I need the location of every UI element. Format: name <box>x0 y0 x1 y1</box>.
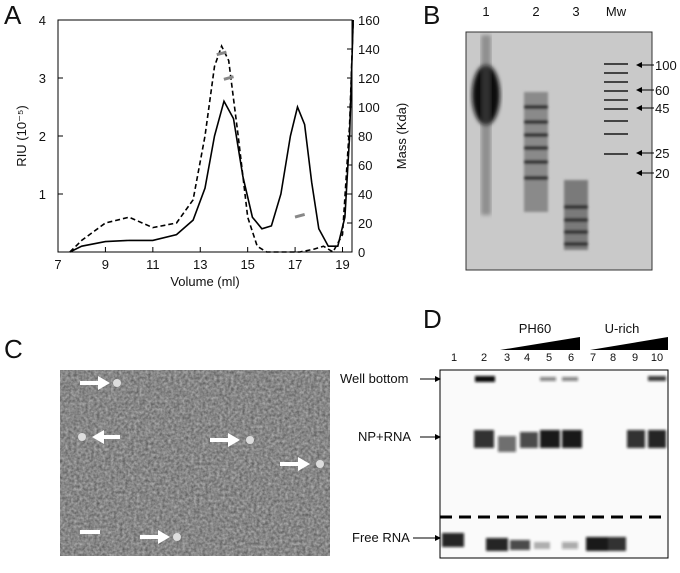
y2-tick-label: 40 <box>358 187 372 202</box>
gel <box>439 369 669 559</box>
x-tick-label: 11 <box>146 257 160 272</box>
row-label: Free RNA <box>352 530 410 545</box>
micrograph <box>60 370 330 556</box>
panel-label: B <box>423 0 440 30</box>
arrowheads <box>636 62 642 176</box>
marker-label: 100 <box>655 58 677 73</box>
mass-marker <box>216 50 227 57</box>
lane-label: 8 <box>610 352 616 364</box>
row-label: Well bottom <box>340 371 408 386</box>
gel-d: PH60 U-rich 1 2 3 4 5 6 7 8 9 10 Well bottom NP+R… <box>340 321 669 559</box>
lane-label: 1 <box>482 4 489 19</box>
arrows <box>80 376 310 544</box>
row-arrows <box>413 378 436 539</box>
smear <box>481 35 491 215</box>
y2-tick-label: 100 <box>358 100 380 115</box>
y-axis-label: RIU (10⁻⁵) <box>14 105 29 166</box>
plot-frame <box>57 19 353 253</box>
panel-label: A <box>4 0 22 30</box>
x-axis-label: Volume (ml) <box>170 274 239 289</box>
ladder-lane3 <box>564 180 588 250</box>
marker-label: 20 <box>655 166 669 181</box>
lane-label: 1 <box>451 352 457 364</box>
solid-line <box>69 19 354 253</box>
particles <box>78 379 324 541</box>
dashed-line <box>69 19 354 254</box>
lane-label: 2 <box>481 352 487 364</box>
ladder-lane2 <box>524 92 548 212</box>
marker-label: 45 <box>655 101 669 116</box>
y2-tick-label: 20 <box>358 216 372 231</box>
lane-label: 7 <box>590 352 596 364</box>
mass-marker <box>223 75 234 81</box>
x-tick-label: 17 <box>288 257 302 272</box>
group-label: U-rich <box>605 321 640 336</box>
lane-label: Mw <box>606 4 627 19</box>
lane-label: 5 <box>546 352 552 364</box>
x-tick-label: 19 <box>335 257 349 272</box>
wedge <box>500 337 580 350</box>
gel-b: 1 2 3 Mw 100 60 45 25 20 <box>465 4 677 271</box>
y2-tick-label: 140 <box>358 42 380 57</box>
lane-labels: 1 2 3 4 5 6 7 8 9 10 <box>451 352 663 364</box>
y2-tick-label: 80 <box>358 129 372 144</box>
y2-tick-label: 120 <box>358 71 380 86</box>
gel <box>465 31 653 271</box>
lane-label: 2 <box>532 4 539 19</box>
lane-label: 10 <box>651 352 663 364</box>
chart-a: 7 9 11 13 15 17 191234020406080100120140160Vol… <box>14 13 409 289</box>
x-tick-label: 13 <box>193 257 207 272</box>
panel-label: C <box>4 334 23 364</box>
marker-arrows <box>640 64 654 174</box>
y2-tick-label: 160 <box>358 13 380 28</box>
lane-label: 9 <box>632 352 638 364</box>
arrowheads <box>435 376 441 541</box>
lane-label: 4 <box>524 352 530 364</box>
y-tick-label: 4 <box>39 13 46 28</box>
panel-label: D <box>423 304 442 334</box>
y-tick-label: 1 <box>39 187 46 202</box>
marker-label: 25 <box>655 146 669 161</box>
x-tick-label: 7 <box>54 257 61 272</box>
marker-label: 60 <box>655 83 669 98</box>
y-tick-label: 3 <box>39 71 46 86</box>
y2-axis-label: Mass (Kda) <box>394 103 409 169</box>
y2-tick-label: 60 <box>358 158 372 173</box>
marker-lane <box>604 63 628 155</box>
y-tick-label: 2 <box>39 129 46 144</box>
y2-tick-label: 0 <box>358 245 365 260</box>
lane-label: 6 <box>568 352 574 364</box>
mass-marker <box>294 213 306 219</box>
group-label: PH60 <box>519 321 552 336</box>
lane-label: 3 <box>504 352 510 364</box>
x-tick-label: 15 <box>240 257 254 272</box>
wedge <box>590 337 668 350</box>
x-tick-label: 9 <box>102 257 109 272</box>
bands <box>442 376 666 551</box>
row-label: NP+RNA <box>358 429 411 444</box>
lane-label: 3 <box>572 4 579 19</box>
